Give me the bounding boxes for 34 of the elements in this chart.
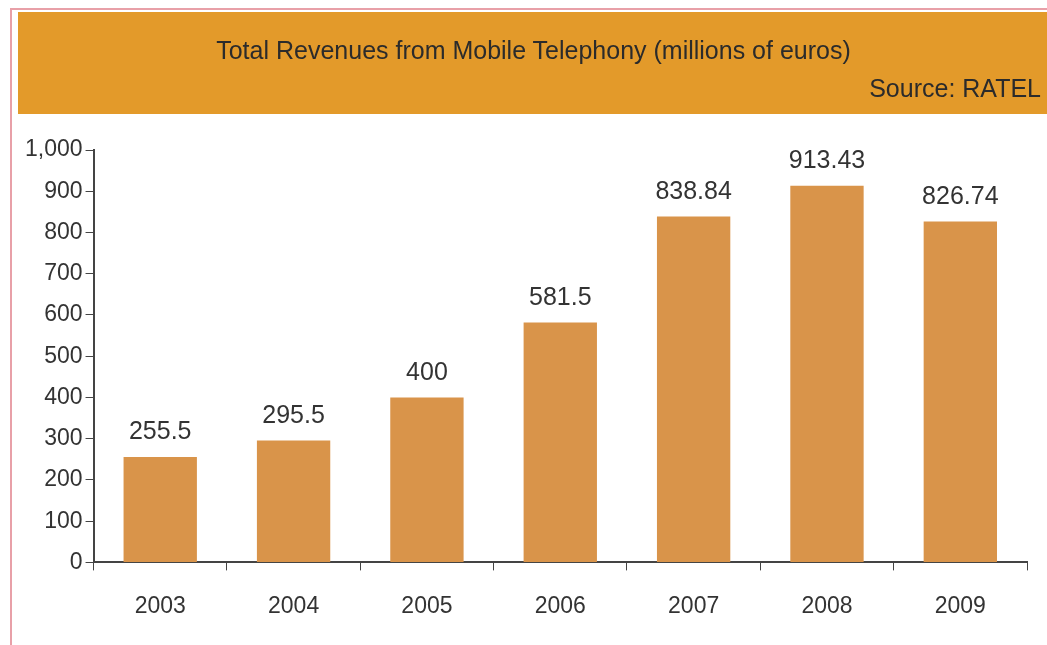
y-tick-label: 700 <box>44 259 83 286</box>
data-label: 913.43 <box>788 145 866 174</box>
y-tick-label: 200 <box>44 465 83 492</box>
data-label: 826.74 <box>922 180 999 209</box>
y-tick-label: 500 <box>44 341 83 368</box>
data-label: 295.5 <box>262 399 325 428</box>
y-tick-label: 300 <box>44 424 83 451</box>
y-tick-label: 100 <box>44 506 83 533</box>
y-tick-label: 800 <box>44 217 83 244</box>
x-tick-label: 2009 <box>934 591 986 618</box>
y-tick-label: 900 <box>44 176 83 203</box>
data-label: 255.5 <box>128 416 192 445</box>
y-tick-label: 400 <box>44 382 83 409</box>
y-tick-label: 0 <box>69 547 83 574</box>
bar <box>790 185 864 562</box>
data-label: 581.5 <box>529 281 592 310</box>
source-note: Source: RATEL <box>869 74 1041 103</box>
y-tick-label: 1,000 <box>24 135 83 162</box>
bar <box>256 440 331 562</box>
x-tick-label: 2004 <box>267 591 320 618</box>
x-tick-label: 2006 <box>534 591 586 618</box>
bar <box>523 322 597 562</box>
y-tick-label: 600 <box>44 300 83 327</box>
data-label: 400 <box>406 356 448 385</box>
x-tick-label: 2007 <box>668 591 720 618</box>
x-tick-label: 2005 <box>401 591 453 618</box>
x-tick-label: 2003 <box>134 591 186 618</box>
chart-title: Total Revenues from Mobile Telephony (millions of euros) <box>215 36 852 65</box>
bar <box>390 397 464 562</box>
bar <box>123 457 197 562</box>
data-label: 838.84 <box>655 175 732 204</box>
x-tick-label: 2008 <box>801 591 853 618</box>
bar <box>656 216 731 562</box>
bar <box>923 221 997 562</box>
